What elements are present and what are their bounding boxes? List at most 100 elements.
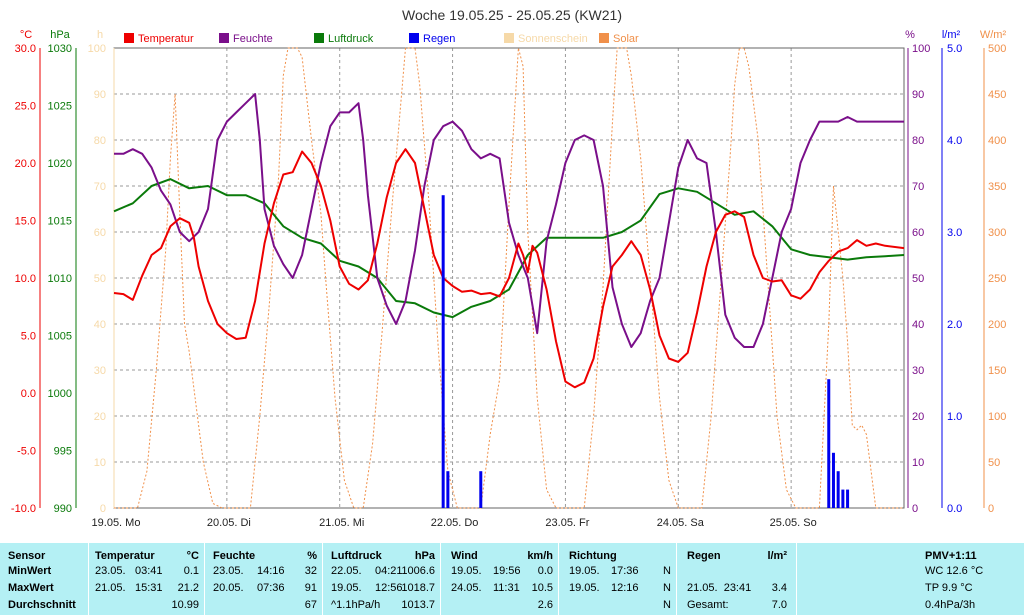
tick-label-pressure: 1020 [48, 158, 72, 170]
rain-bar [846, 489, 850, 508]
stats-header-sensor: Sensor [8, 550, 46, 562]
stats-rowlabel-max: MaxWert [8, 582, 54, 594]
hum-max-time: 07:36 [257, 582, 285, 594]
tick-label-rain: 5.0 [947, 43, 962, 55]
axis-unit-temperature: °C [20, 29, 32, 41]
tick-label-temperature: 30.0 [15, 43, 36, 55]
tick-label-solar: 350 [988, 181, 1006, 193]
legend-label-rain: Regen [423, 33, 455, 45]
stats-unit-wind: km/h [527, 550, 553, 562]
wind-min-time: 19:56 [493, 565, 521, 577]
stats-col-humidity: Feuchte% 23.05. 14:16 32 20.05. 07:36 91 67 [204, 543, 323, 615]
press-min-date: 22.05. [331, 565, 362, 577]
tick-label-solar: 500 [988, 43, 1006, 55]
stats-header-direction: Richtung [569, 550, 617, 562]
x-tick-label: 25.05. So [770, 517, 817, 529]
stats-header-pressure: Luftdruck [331, 550, 382, 562]
tick-label-humidity: 40 [912, 319, 924, 331]
tick-label-solar: 400 [988, 135, 1006, 147]
tick-label-pressure: 1030 [48, 43, 72, 55]
tick-label-rain: 1.0 [947, 411, 962, 423]
tick-label-sunshine: 60 [94, 227, 106, 239]
stats-unit-pressure: hPa [414, 550, 435, 562]
tick-label-sunshine: 80 [94, 135, 106, 147]
wind-max-date: 24.05. [451, 582, 482, 594]
tick-label-pressure: 1000 [48, 388, 72, 400]
tick-label-sunshine: 30 [94, 365, 106, 377]
x-tick-label: 23.05. Fr [545, 517, 589, 529]
stats-header-humidity: Feuchte [213, 550, 256, 562]
hum-max-value: 91 [304, 582, 317, 594]
tick-label-humidity: 0 [912, 503, 918, 515]
legend-swatch-pressure [314, 33, 324, 43]
tick-label-solar: 0 [988, 503, 994, 515]
tick-label-rain: 4.0 [947, 135, 962, 147]
stats-unit-humidity: % [307, 550, 317, 562]
stats-col-pressure: Luftdruck hPa 22.05. 04:21 1006.6 19.05. 12:… [322, 543, 441, 615]
legend-label-sunshine: Sonnenschein [518, 33, 588, 45]
tick-label-sunshine: 0 [100, 503, 106, 515]
rain-bar [441, 195, 445, 508]
plot-background [0, 0, 1024, 543]
x-tick-label: 21.05. Mi [319, 517, 364, 529]
rain-bar [836, 471, 840, 508]
legend-label-humidity: Feuchte [233, 33, 273, 45]
tick-label-temperature: 15.0 [15, 216, 36, 228]
tick-label-solar: 300 [988, 227, 1006, 239]
temp-min-date: 23.05. [95, 565, 126, 577]
stats-unit-rain: l/m² [767, 550, 787, 562]
pmv-dewpoint: TP 9.9 °C [925, 582, 973, 594]
rain-bar [479, 471, 483, 508]
wind-max-time: 11:31 [493, 582, 520, 594]
stats-panel: Sensor MinWert MaxWert Durchschnitt Temp… [0, 543, 1024, 615]
tick-label-temperature: 10.0 [15, 273, 36, 285]
tick-label-solar: 50 [988, 457, 1000, 469]
temp-avg-value: 10.99 [171, 599, 199, 611]
legend-swatch-solar [599, 33, 609, 43]
rain-total-value: 7.0 [771, 599, 787, 611]
axis-unit-pressure: hPa [50, 29, 70, 41]
stats-col-wind: Wind km/h 19.05. 19:56 0.0 24.05. 11:31 10.5 … [440, 543, 559, 615]
series-line-feuchte [114, 93, 904, 348]
tick-label-sunshine: 40 [94, 319, 106, 331]
x-tick-label: 19.05. Mo [92, 517, 141, 529]
tick-label-temperature: 25.0 [15, 101, 36, 113]
chart-marks [113, 47, 905, 509]
press-avg-value: 1013.7 [401, 599, 435, 611]
dir-min-date: 19.05. [569, 565, 600, 577]
rain-bar [831, 452, 835, 508]
tick-label-sunshine: 90 [94, 89, 106, 101]
tick-label-pressure: 995 [54, 446, 72, 458]
tick-label-sunshine: 70 [94, 181, 106, 193]
stats-rowlabel-avg: Durchschnitt [8, 599, 76, 611]
tick-label-temperature: 5.0 [21, 331, 36, 343]
stats-rowlabel-min: MinWert [8, 565, 52, 577]
series-line-temperatur [113, 148, 905, 389]
axis-unit-humidity: % [905, 29, 915, 41]
series-line-solar [114, 47, 904, 509]
press-max-value: 1018.7 [401, 582, 435, 594]
rain-bar [827, 379, 831, 508]
tick-label-humidity: 70 [912, 181, 924, 193]
stats-unit-temperature: °C [186, 550, 199, 562]
temp-max-time: 15:31 [135, 582, 163, 594]
temp-min-value: 0.1 [183, 565, 199, 577]
dir-max-value: N [663, 582, 671, 594]
tick-label-sunshine: 50 [94, 273, 106, 285]
temp-max-date: 21.05. [95, 582, 126, 594]
tick-label-solar: 150 [988, 365, 1006, 377]
tick-label-sunshine: 10 [94, 457, 106, 469]
tick-label-pressure: 1010 [48, 273, 72, 285]
tick-label-rain: 2.0 [947, 319, 962, 331]
stats-header-pmv: PMV+1:11 [925, 550, 977, 562]
tick-label-solar: 250 [988, 273, 1006, 285]
wind-min-value: 0.0 [537, 565, 553, 577]
wind-avg-value: 2.6 [537, 599, 553, 611]
legend-swatch-sunshine [504, 33, 514, 43]
tick-label-pressure: 1005 [48, 331, 72, 343]
axis-unit-rain: l/m² [942, 29, 961, 41]
weather-chart: Woche 19.05.25 - 25.05.25 (KW21) Tempera… [0, 0, 1024, 543]
rain-bar [841, 489, 845, 508]
tick-label-humidity: 90 [912, 89, 924, 101]
x-tick-label: 24.05. Sa [657, 517, 705, 529]
